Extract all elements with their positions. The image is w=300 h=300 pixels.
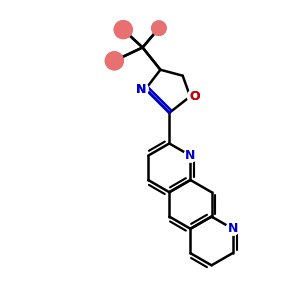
Circle shape — [152, 21, 166, 35]
Text: O: O — [189, 90, 200, 103]
Text: N: N — [136, 82, 146, 96]
Circle shape — [188, 90, 201, 103]
Circle shape — [134, 82, 148, 96]
Text: N: N — [136, 82, 146, 96]
Text: N: N — [227, 222, 238, 235]
Circle shape — [105, 52, 123, 70]
Circle shape — [188, 89, 202, 103]
Circle shape — [226, 222, 239, 235]
Text: O: O — [189, 90, 200, 103]
Circle shape — [152, 21, 166, 35]
Text: N: N — [185, 149, 196, 162]
Circle shape — [134, 82, 148, 96]
Circle shape — [105, 52, 123, 70]
Circle shape — [114, 21, 132, 38]
Circle shape — [184, 149, 197, 162]
Circle shape — [114, 21, 132, 38]
